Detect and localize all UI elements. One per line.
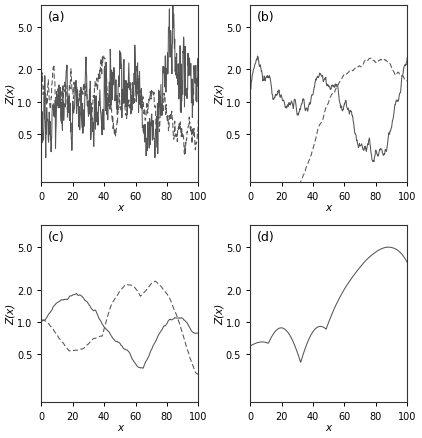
Y-axis label: Z(x): Z(x) bbox=[214, 303, 225, 324]
Y-axis label: Z(x): Z(x) bbox=[5, 83, 16, 105]
Text: (c): (c) bbox=[48, 230, 65, 244]
Text: (b): (b) bbox=[257, 11, 274, 24]
X-axis label: x: x bbox=[117, 203, 123, 213]
Text: (d): (d) bbox=[257, 230, 274, 244]
Y-axis label: Z(x): Z(x) bbox=[5, 303, 16, 324]
X-axis label: x: x bbox=[326, 203, 332, 213]
X-axis label: x: x bbox=[117, 423, 123, 432]
Y-axis label: Z(x): Z(x) bbox=[214, 83, 225, 105]
X-axis label: x: x bbox=[326, 423, 332, 432]
Text: (a): (a) bbox=[48, 11, 65, 24]
